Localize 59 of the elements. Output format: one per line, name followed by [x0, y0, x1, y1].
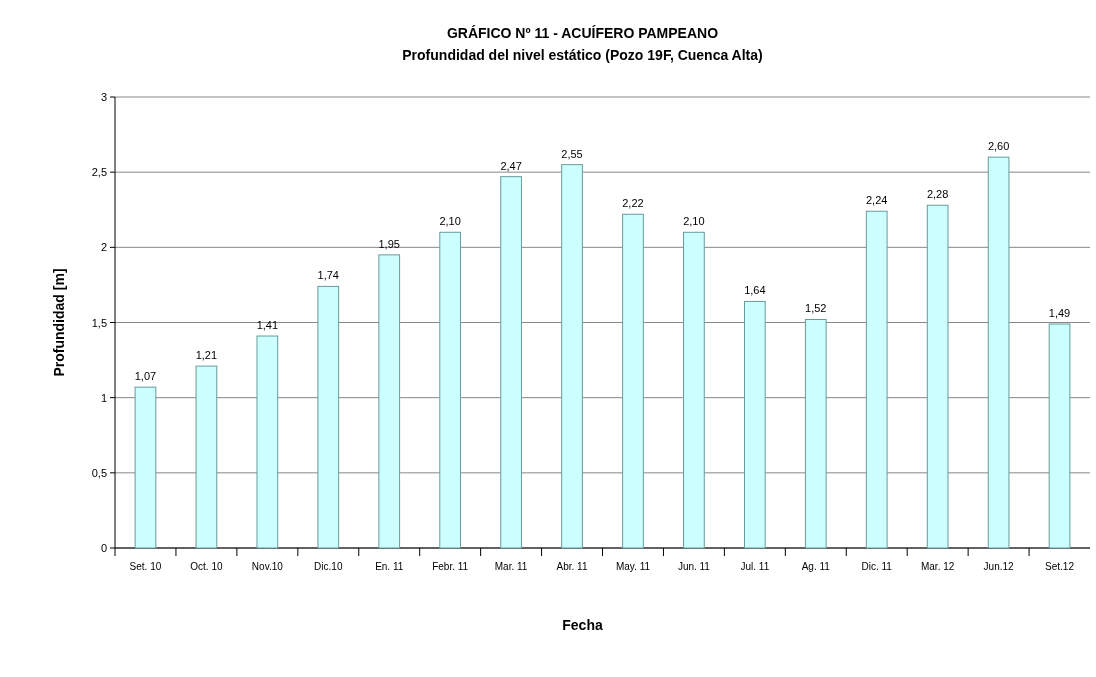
y-tick-label: 3	[100, 91, 107, 103]
data-label: 1,21	[195, 349, 218, 362]
data-label: 1,64	[744, 284, 766, 297]
bar	[926, 204, 949, 549]
data-label: 2,60	[987, 140, 1010, 153]
data-label: 2,28	[926, 188, 949, 201]
y-tick-label: 1,5	[91, 316, 107, 329]
y-axis-title: Profundidad [m]	[51, 268, 67, 377]
data-label: 2,10	[439, 215, 461, 228]
chart-title: GRÁFICO Nº 11 - ACUÍFERO PAMPEANO	[446, 25, 719, 41]
x-tick-label: Jun. 11	[677, 561, 711, 572]
x-tick-label: Set.12	[1045, 561, 1075, 572]
y-tick-label: 0,5	[91, 466, 107, 479]
y-tick-label: 2,5	[91, 166, 107, 179]
data-label: 1,52	[805, 302, 827, 315]
bar	[1048, 323, 1071, 549]
data-label: 2,24	[866, 194, 888, 207]
data-label: 1,41	[256, 319, 279, 332]
x-tick-label: Febr. 11	[432, 561, 469, 572]
x-tick-label: Dic.10	[314, 561, 343, 572]
x-tick-label: May. 11	[615, 561, 651, 572]
x-tick-label: Nov.10	[251, 561, 284, 572]
data-label: 1,07	[134, 370, 157, 383]
x-axis-title: Fecha	[562, 617, 603, 633]
bar	[683, 231, 705, 549]
y-tick-label: 0	[100, 542, 107, 554]
bar	[561, 164, 583, 549]
bar	[134, 386, 157, 549]
x-tick-label: Mar. 12	[920, 561, 955, 572]
bar	[622, 213, 644, 549]
data-label: 2,10	[683, 215, 705, 228]
y-tick-label: 1	[100, 391, 107, 404]
bar	[439, 231, 462, 549]
bar	[865, 210, 888, 549]
x-tick-label: Abr. 11	[556, 561, 588, 572]
x-tick-label: Dic. 11	[861, 561, 893, 572]
data-label: 1,49	[1048, 307, 1071, 319]
data-label: 2,55	[561, 147, 583, 160]
x-tick-label: Set. 10	[129, 561, 162, 572]
bar	[743, 300, 766, 549]
x-tick-label: Oct. 10	[190, 561, 223, 572]
x-tick-label: En. 11	[375, 561, 404, 572]
x-tick-label: Jul. 11	[740, 561, 770, 572]
bar	[195, 365, 218, 549]
x-tick-label: Ag. 11	[801, 561, 831, 572]
bar	[256, 335, 279, 549]
data-label: 2,47	[500, 159, 522, 172]
bar	[987, 156, 1010, 549]
data-label: 1,74	[317, 269, 339, 282]
bar	[378, 254, 401, 549]
x-tick-label: Jun.12	[983, 561, 1015, 572]
data-label: 2,22	[622, 197, 644, 210]
bar	[500, 176, 522, 549]
bar	[804, 318, 827, 549]
chart-subtitle: Profundidad del nivel estático (Pozo 19F, Cuenca Alta)	[402, 47, 763, 63]
y-tick-label: 2	[100, 241, 107, 254]
bar	[317, 285, 340, 549]
data-label: 1,95	[378, 237, 400, 250]
x-tick-label: Mar. 11	[494, 561, 528, 572]
